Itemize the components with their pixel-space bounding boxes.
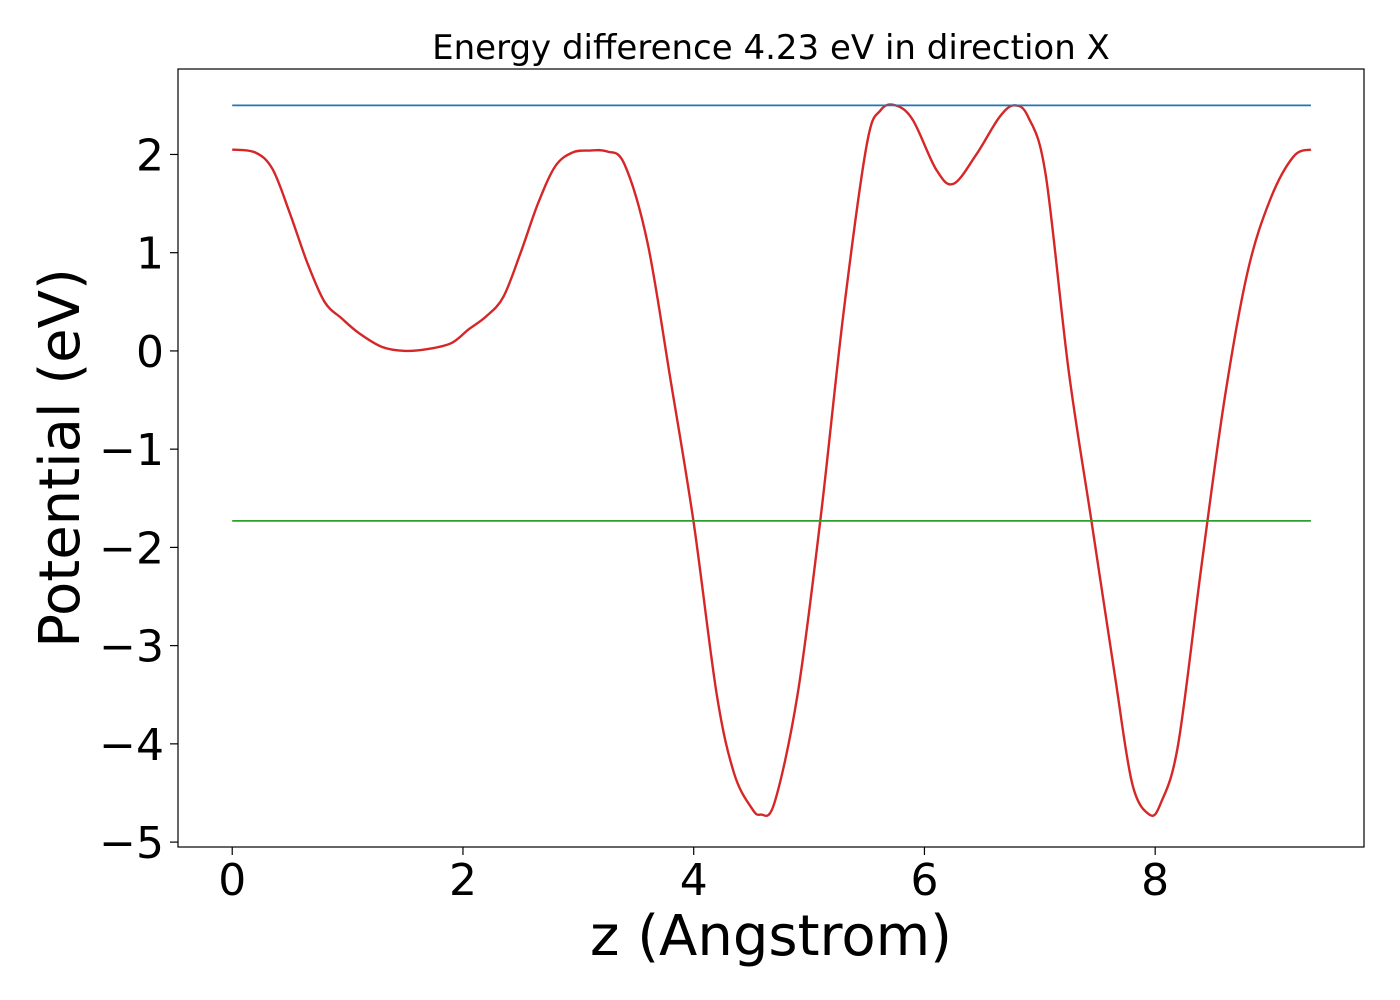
y-tick-label: −5 [99, 818, 164, 869]
x-tick-label: 2 [449, 855, 477, 906]
y-tick-label: 1 [136, 229, 164, 280]
x-tick-label: 0 [218, 855, 246, 906]
y-tick-label: −1 [99, 425, 164, 476]
chart-title: Energy difference 4.23 eV in direction X [432, 28, 1110, 68]
y-axis-label: Potential (eV) [28, 268, 93, 648]
y-tick-label: −3 [99, 622, 164, 673]
x-tick-label: 6 [910, 855, 938, 906]
y-tick-label: 0 [136, 327, 164, 378]
ticks-layer: 0 2 4 6 8 2 1 0 −1 −2 −3 −4 −5 [99, 130, 1169, 906]
series-layer [232, 103, 1312, 818]
series-line-1 [232, 103, 1312, 818]
x-tick-label: 8 [1141, 855, 1169, 906]
plot-frame [177, 68, 1365, 848]
y-tick-label: 2 [136, 130, 164, 181]
y-tick-label: −4 [99, 720, 164, 771]
x-axis-label: z (Angstrom) [590, 904, 952, 969]
x-tick-label: 4 [680, 855, 708, 906]
y-tick-label: −2 [99, 523, 164, 574]
